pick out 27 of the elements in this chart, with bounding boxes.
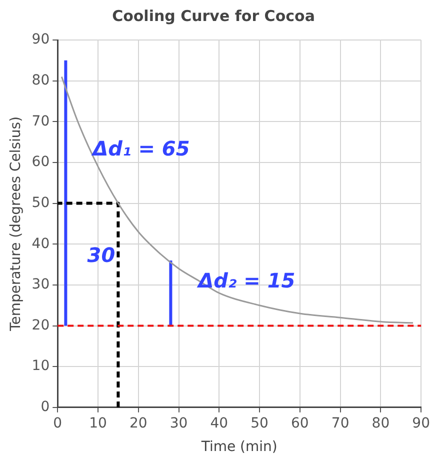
x-tick-label: 80	[372, 415, 390, 432]
y-tick-label: 0	[40, 399, 50, 416]
x-tick-label: 60	[291, 415, 309, 432]
y-tick-label: 70	[32, 113, 50, 130]
y-tick-label: 30	[32, 276, 50, 293]
x-tick-label: 50	[250, 415, 268, 432]
x-tick-label: 70	[331, 415, 350, 432]
x-tick-label: 0	[53, 415, 62, 432]
annotation: 30	[87, 242, 116, 267]
annotation: Δd₁ = 65	[90, 136, 190, 160]
y-tick-label: 90	[32, 32, 50, 48]
x-tick-label: 10	[89, 415, 107, 432]
y-tick-label: 10	[32, 358, 50, 374]
x-axis-title: Time (min)	[200, 439, 278, 456]
y-tick-label: 20	[32, 317, 50, 334]
x-tick-label: 40	[210, 415, 228, 432]
x-tick-label: 30	[170, 415, 188, 432]
line-series	[60, 76, 414, 324]
y-axis-title: Temperature (degrees Celsius)	[8, 116, 24, 332]
annotation: Δd₂ = 15	[196, 268, 296, 293]
y-tick-label: 80	[32, 72, 50, 88]
chart-title: Cooling Curve for Cocoa	[112, 6, 315, 25]
x-tick-label: 20	[129, 415, 148, 432]
y-tick-label: 50	[32, 194, 50, 211]
x-tick-label: 90	[412, 415, 430, 432]
y-tick-label: 60	[32, 154, 50, 170]
y-tick-label: 40	[32, 236, 50, 252]
